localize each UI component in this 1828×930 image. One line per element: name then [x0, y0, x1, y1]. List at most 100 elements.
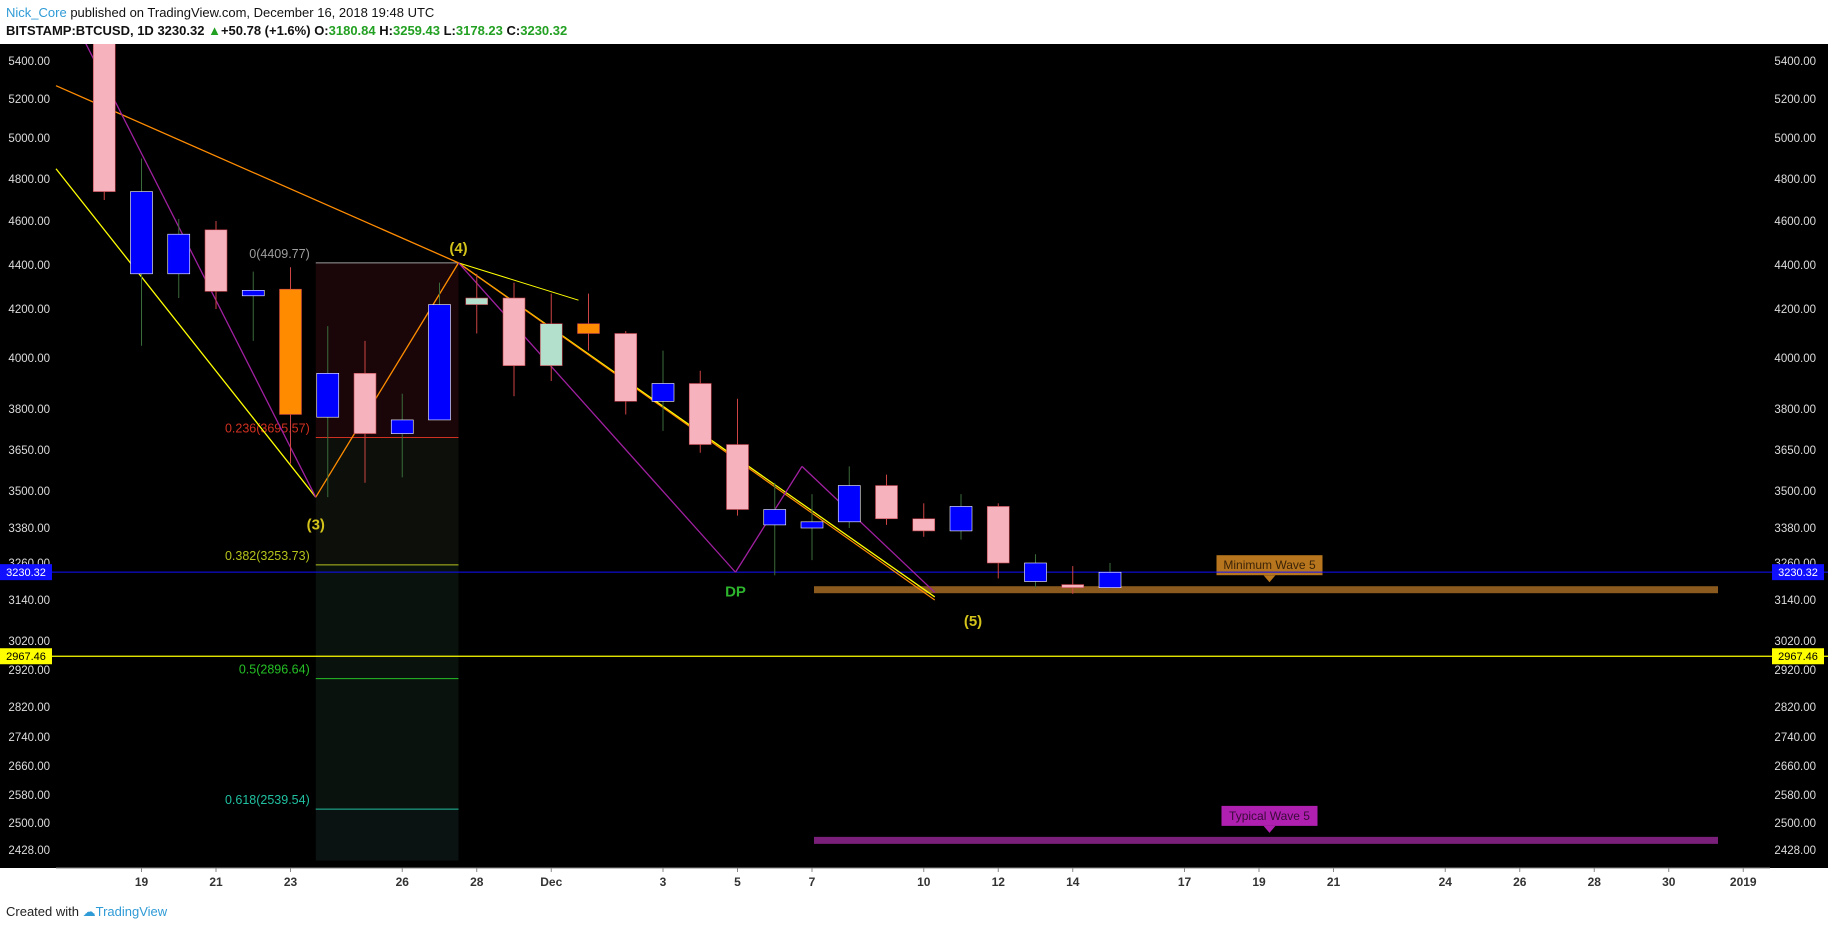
created-with-text: Created with: [6, 904, 79, 919]
x-tick-label: 19: [1252, 875, 1266, 889]
y-tick-label-right: 5400.00: [1774, 56, 1816, 68]
low-label: L:: [443, 23, 456, 38]
y-tick-label-right: 2580.00: [1774, 790, 1816, 802]
y-tick-label-left: 3380.00: [8, 523, 50, 535]
candle-body: [316, 372, 340, 418]
target-zone-label: Typical Wave 5: [1229, 809, 1310, 823]
candle: [130, 158, 153, 346]
high-value: 3259.43: [392, 23, 440, 38]
y-tick-label-right: 2740.00: [1774, 732, 1816, 744]
y-tick-label-right: 3650.00: [1774, 445, 1816, 457]
candle-body: [949, 506, 973, 532]
zigzag-4: [801, 465, 936, 593]
y-tick-label-right: 3020.00: [1774, 636, 1816, 648]
candle: [241, 271, 265, 341]
change-value: +50.78 (+1.6%): [220, 23, 311, 38]
candle-body: [465, 297, 489, 305]
wave-label: (4): [449, 240, 467, 257]
candle-body: [763, 509, 787, 526]
candle: [614, 331, 638, 415]
candle-body: [167, 233, 191, 275]
y-tick-label-left: 3650.00: [8, 445, 50, 457]
y-tick-label-left: 2660.00: [8, 761, 50, 773]
y-tick-label-right: 4200.00: [1774, 304, 1816, 316]
y-tick-label-left: 2920.00: [8, 665, 50, 677]
open-value: 3180.84: [328, 23, 376, 38]
y-tick-label-left: 5200.00: [8, 94, 50, 106]
fib-level-label: 0.382(3253.73): [225, 549, 310, 563]
y-tick-label-right: 5200.00: [1774, 94, 1816, 106]
y-tick-label-right: 3800.00: [1774, 404, 1816, 416]
wave-line-lower: [55, 168, 317, 498]
candle: [316, 326, 340, 498]
close-value: 3230.32: [520, 23, 568, 38]
candle: [1024, 554, 1047, 588]
y-tick-label-left: 2428.00: [8, 845, 50, 857]
candle-body: [130, 191, 153, 275]
candle-body: [688, 383, 712, 445]
candle-body: [800, 521, 824, 529]
y-tick-label-right: 3380.00: [1774, 523, 1816, 535]
candle: [726, 398, 749, 516]
y-tick-label-right: 3140.00: [1774, 595, 1816, 607]
target-zone-label: Minimum Wave 5: [1223, 558, 1316, 572]
y-tick-label-right: 2428.00: [1774, 845, 1816, 857]
y-tick-label-right: 2920.00: [1774, 665, 1816, 677]
x-tick-label: 26: [1513, 875, 1527, 889]
y-tick-label-right: 4000.00: [1774, 353, 1816, 365]
target-zone-pointer: [1263, 575, 1276, 583]
candle: [837, 466, 861, 528]
author-link[interactable]: Nick_Core: [6, 5, 67, 20]
x-tick-label: 2019: [1730, 875, 1757, 889]
x-tick-label: 21: [209, 875, 223, 889]
low-value: 3178.23: [455, 23, 503, 38]
tradingview-link[interactable]: TradingView: [95, 904, 168, 919]
x-tick-label: 14: [1066, 875, 1080, 889]
candle: [1061, 566, 1085, 594]
y-tick-label-left: 3020.00: [8, 636, 50, 648]
fib-level-label: 0.236(3695.57): [225, 422, 310, 436]
footer: Created with ☁TradingView: [6, 904, 167, 924]
last-price-badge-right-bg: [1772, 564, 1824, 581]
x-tick-label: 7: [809, 875, 816, 889]
last-price-badge-left-bg: [0, 564, 52, 581]
candle-body: [353, 372, 377, 434]
candle-body: [92, 44, 116, 192]
x-axis-bar: [0, 868, 1828, 900]
y-tick-label-left: 4400.00: [8, 260, 50, 272]
candle-body: [577, 323, 600, 334]
candle-body: [1061, 584, 1085, 588]
fib-zone-382-618: [315, 564, 459, 810]
candle-body: [986, 506, 1010, 564]
x-tick-label: 10: [917, 875, 931, 889]
candle: [688, 370, 712, 453]
candle: [204, 221, 228, 309]
last-price-badge-left: 3230.32: [6, 567, 46, 579]
candle-body: [539, 323, 563, 366]
x-tick-label: 28: [470, 875, 484, 889]
price-chart[interactable]: 0(4409.77) 0.236(3695.57) 0.382(3253.73) 0.…: [0, 44, 1828, 900]
support-price-badge-right-bg: [1772, 648, 1824, 665]
publish-line: Nick_Core published on TradingView.com, …: [6, 4, 1816, 22]
chart-header: Nick_Core published on TradingView.com, …: [6, 4, 1816, 40]
y-tick-label-left: 3500.00: [8, 486, 50, 498]
x-tick-label: 17: [1178, 875, 1192, 889]
y-tick-label-left: 3800.00: [8, 404, 50, 416]
last-price-badge-right: 3230.32: [1778, 567, 1818, 579]
close-label: C:: [506, 23, 521, 38]
candle-body: [875, 485, 898, 520]
y-tick-label-right: 4400.00: [1774, 260, 1816, 272]
y-tick-label-right: 5000.00: [1774, 133, 1816, 145]
x-tick-label: 28: [1588, 875, 1602, 889]
candle: [92, 44, 116, 200]
y-tick-label-left: 4600.00: [8, 216, 50, 228]
candle: [428, 282, 451, 421]
candle: [651, 350, 675, 431]
fib-level-label: 0(4409.77): [249, 247, 309, 261]
y-tick-label-left: 4000.00: [8, 353, 50, 365]
target-zone-bar: [814, 586, 1718, 594]
candle: [800, 494, 824, 561]
candle-body: [279, 288, 302, 415]
y-tick-label-left: 4200.00: [8, 304, 50, 316]
left-axis-panel: [0, 44, 56, 868]
